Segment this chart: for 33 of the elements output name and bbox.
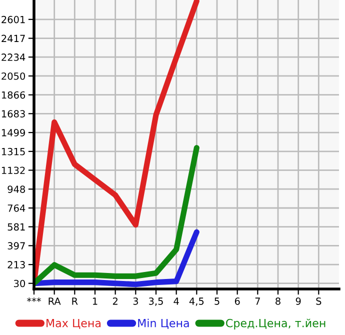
y-tick-label: 2234 [2, 54, 26, 61]
x-tick-label: 6 [234, 298, 240, 305]
y-tick-label: 581 [8, 223, 25, 231]
y-tick-label: 397 [8, 242, 25, 250]
y-tick-label: 2417 [2, 34, 25, 42]
y-tick-label: 1499 [2, 129, 25, 136]
y-tick-label: 1315 [2, 148, 25, 156]
y-tick-label: 2050 [2, 72, 26, 80]
x-tick-label: RA [48, 298, 61, 305]
x-tick-label: S [316, 298, 322, 305]
x-tick-label: 3,5 [149, 298, 163, 306]
x-tick-label: 4 [174, 298, 179, 305]
legend-label: Min Цена [138, 318, 189, 329]
x-tick-label: 8 [276, 298, 280, 305]
x-tick-label: 9 [296, 298, 301, 305]
legend-label: Max Цена [46, 319, 101, 329]
y-tick-label: 213 [8, 261, 25, 268]
x-tick-label: 7 [255, 298, 260, 305]
y-tick-label: 30 [14, 280, 26, 288]
y-tick-label: 764 [8, 204, 26, 212]
x-tick-label: 4,5 [189, 298, 204, 306]
y-tick-label: 1683 [2, 110, 25, 118]
x-tick-label: R [72, 298, 78, 305]
y-tick-label: 948 [8, 186, 25, 193]
x-tick-label: 3 [133, 298, 138, 305]
x-tick-label: 5 [214, 298, 220, 305]
x-tick-label: *** [27, 298, 41, 302]
y-tick-label: 1866 [2, 91, 26, 99]
legend-label: Сред.Цена, т.йен [226, 318, 326, 330]
x-tick-label: 2 [112, 298, 118, 305]
x-tick-label: 1 [92, 298, 98, 305]
y-tick-label: 1132 [2, 166, 25, 174]
y-tick-label: 2601 [2, 16, 25, 24]
